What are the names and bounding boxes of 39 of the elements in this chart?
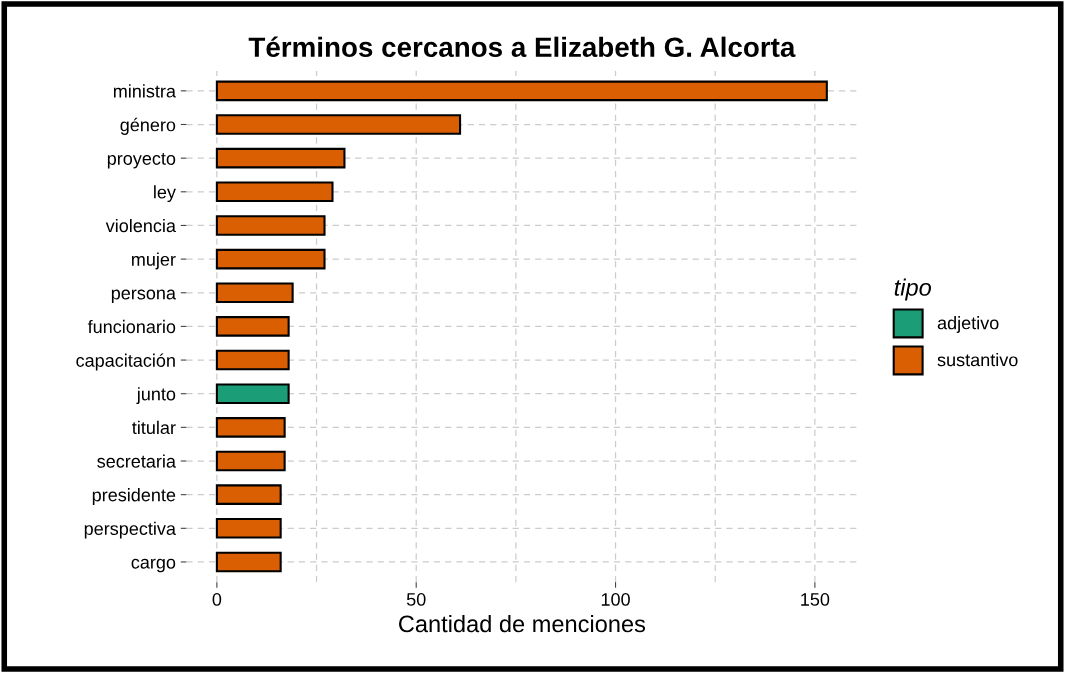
bar [215, 383, 290, 404]
bar [215, 248, 326, 270]
y-tick-label: violencia [105, 218, 176, 233]
bar [215, 417, 286, 438]
x-tick-label: 100 [601, 593, 630, 606]
bar [215, 114, 462, 135]
y-tick-label: género [120, 117, 176, 135]
y-tick-label: funcionario [87, 319, 176, 334]
bar [215, 450, 286, 472]
y-tick-label: proyecto [107, 153, 176, 169]
y-tick-label: persona [111, 289, 176, 304]
x-tick-label: 50 [406, 593, 426, 606]
x-tick-label: 150 [801, 593, 830, 606]
legend-label: sustantivo [937, 353, 1018, 367]
bar [215, 484, 282, 505]
y-tick-label: presidente [92, 488, 176, 505]
y-tick-label: capacitación [76, 353, 175, 371]
bar [215, 518, 282, 539]
y-tick-label: secretaria [97, 454, 176, 468]
legend-label: adjetivo [937, 316, 999, 333]
bar [215, 349, 290, 371]
bar [215, 181, 334, 203]
bar [215, 282, 294, 304]
x-tick-label: 0 [212, 593, 222, 606]
y-tick-label: ministra [113, 84, 176, 98]
bar [215, 215, 326, 236]
legend-title: tipo [894, 278, 932, 301]
bar [215, 147, 346, 169]
chart-title: Términos cercanos a Elizabeth G. Alcorta [248, 36, 796, 58]
y-tick-label: perspectiva [84, 521, 176, 539]
bar [215, 80, 828, 102]
y-tick-label: cargo [131, 558, 176, 573]
x-axis-title: Cantidad de menciones [399, 614, 646, 633]
y-tick-label: mujer [132, 252, 176, 270]
y-tick-label: junto [136, 387, 176, 404]
bar [215, 551, 282, 573]
y-tick-label: ley [154, 185, 176, 203]
bar [215, 316, 290, 337]
y-tick-label: titular [132, 420, 176, 435]
